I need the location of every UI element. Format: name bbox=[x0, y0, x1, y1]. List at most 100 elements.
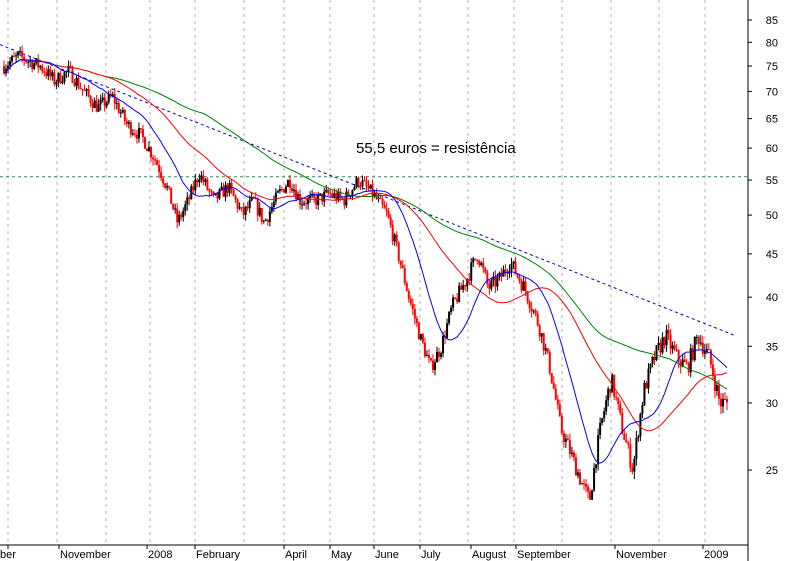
price-bar bbox=[397, 241, 400, 264]
y-tick-label: 35 bbox=[766, 341, 778, 353]
price-bar bbox=[695, 334, 698, 345]
price-bar bbox=[246, 201, 249, 211]
price-bar bbox=[194, 173, 197, 196]
resistance-annotation: 55,5 euros = resistência bbox=[356, 140, 516, 157]
price-bar bbox=[574, 453, 577, 476]
price-bar bbox=[45, 67, 48, 80]
price-bar bbox=[703, 344, 706, 359]
price-bar bbox=[564, 433, 567, 448]
price-bar bbox=[63, 71, 66, 85]
price-bar bbox=[450, 304, 453, 315]
price-bar bbox=[222, 182, 225, 197]
price-bar bbox=[99, 94, 102, 111]
price-bar bbox=[115, 97, 118, 110]
price-bar bbox=[85, 87, 88, 97]
price-bar bbox=[369, 184, 372, 190]
price-bar bbox=[345, 187, 348, 208]
price-bar bbox=[681, 353, 684, 368]
price-bar bbox=[494, 270, 497, 293]
price-bar bbox=[51, 69, 54, 81]
x-tick-label: November bbox=[616, 549, 667, 561]
price-bar bbox=[19, 46, 22, 57]
price-bar bbox=[180, 212, 183, 221]
price-bar bbox=[538, 323, 541, 341]
price-bar bbox=[170, 187, 173, 204]
price-bar bbox=[335, 189, 338, 205]
price-bar bbox=[83, 84, 86, 92]
price-bar bbox=[208, 188, 211, 197]
price-bar bbox=[542, 332, 545, 356]
price-bar bbox=[160, 166, 163, 182]
price-bar bbox=[109, 89, 112, 99]
price-bar bbox=[224, 181, 227, 202]
price-bar bbox=[365, 176, 368, 192]
price-bar bbox=[679, 358, 682, 374]
y-tick-label: 65 bbox=[766, 114, 778, 126]
y-tick-label: 60 bbox=[766, 143, 778, 155]
price-bar bbox=[540, 333, 543, 344]
price-bar bbox=[232, 188, 235, 197]
price-bar bbox=[536, 310, 539, 327]
price-bar bbox=[248, 195, 251, 213]
price-bar bbox=[711, 358, 714, 380]
price-bar bbox=[145, 148, 148, 152]
price-bar bbox=[482, 257, 485, 273]
price-bar bbox=[184, 200, 187, 216]
price-bar bbox=[431, 354, 434, 373]
price-bar bbox=[53, 68, 56, 87]
price-bar bbox=[723, 392, 726, 401]
price-bar bbox=[387, 207, 390, 219]
price-bar bbox=[381, 195, 384, 209]
price-bar bbox=[593, 462, 596, 492]
price-bar bbox=[87, 84, 90, 98]
price-bar bbox=[150, 146, 153, 162]
price-bar bbox=[657, 336, 660, 351]
price-bar bbox=[419, 333, 422, 341]
price-bar bbox=[625, 432, 628, 443]
price-bar bbox=[234, 194, 237, 204]
price-bar bbox=[361, 175, 364, 190]
x-tick-label: November bbox=[60, 549, 111, 561]
price-bar bbox=[49, 66, 52, 81]
price-bar bbox=[421, 332, 424, 345]
price-bar bbox=[435, 346, 438, 363]
y-tick-label: 40 bbox=[766, 292, 778, 304]
price-bar bbox=[619, 400, 622, 416]
moving-average-100 bbox=[3, 59, 728, 390]
price-bar bbox=[528, 299, 531, 314]
price-bar bbox=[512, 261, 515, 270]
price-bar bbox=[615, 392, 618, 401]
x-tick-label: September bbox=[517, 549, 571, 561]
price-bar bbox=[192, 180, 195, 195]
price-bar bbox=[476, 259, 479, 265]
price-bar bbox=[103, 92, 106, 112]
price-bar bbox=[566, 434, 569, 441]
price-bar bbox=[611, 373, 614, 393]
price-bar bbox=[226, 182, 229, 198]
price-bar bbox=[502, 265, 505, 277]
price-bar bbox=[500, 267, 503, 282]
y-tick-label: 75 bbox=[766, 61, 778, 73]
price-bar bbox=[95, 94, 98, 113]
price-bar bbox=[156, 157, 159, 166]
price-bar bbox=[395, 231, 398, 247]
price-bar bbox=[39, 64, 42, 70]
price-bar bbox=[407, 288, 410, 303]
price-bar bbox=[667, 323, 670, 341]
price-bar bbox=[510, 257, 513, 278]
price-bar bbox=[659, 339, 662, 357]
price-bar bbox=[276, 189, 279, 194]
price-bar bbox=[707, 343, 710, 350]
price-bar bbox=[641, 402, 644, 419]
price-bar bbox=[440, 351, 443, 360]
price-bar bbox=[305, 197, 308, 210]
price-bar bbox=[258, 202, 261, 218]
price-bar bbox=[691, 345, 694, 362]
price-bar bbox=[709, 349, 712, 369]
price-bar bbox=[355, 176, 358, 189]
price-bar bbox=[403, 264, 406, 286]
price-bar bbox=[490, 277, 493, 292]
price-bar bbox=[206, 177, 209, 191]
price-bar bbox=[309, 191, 312, 203]
